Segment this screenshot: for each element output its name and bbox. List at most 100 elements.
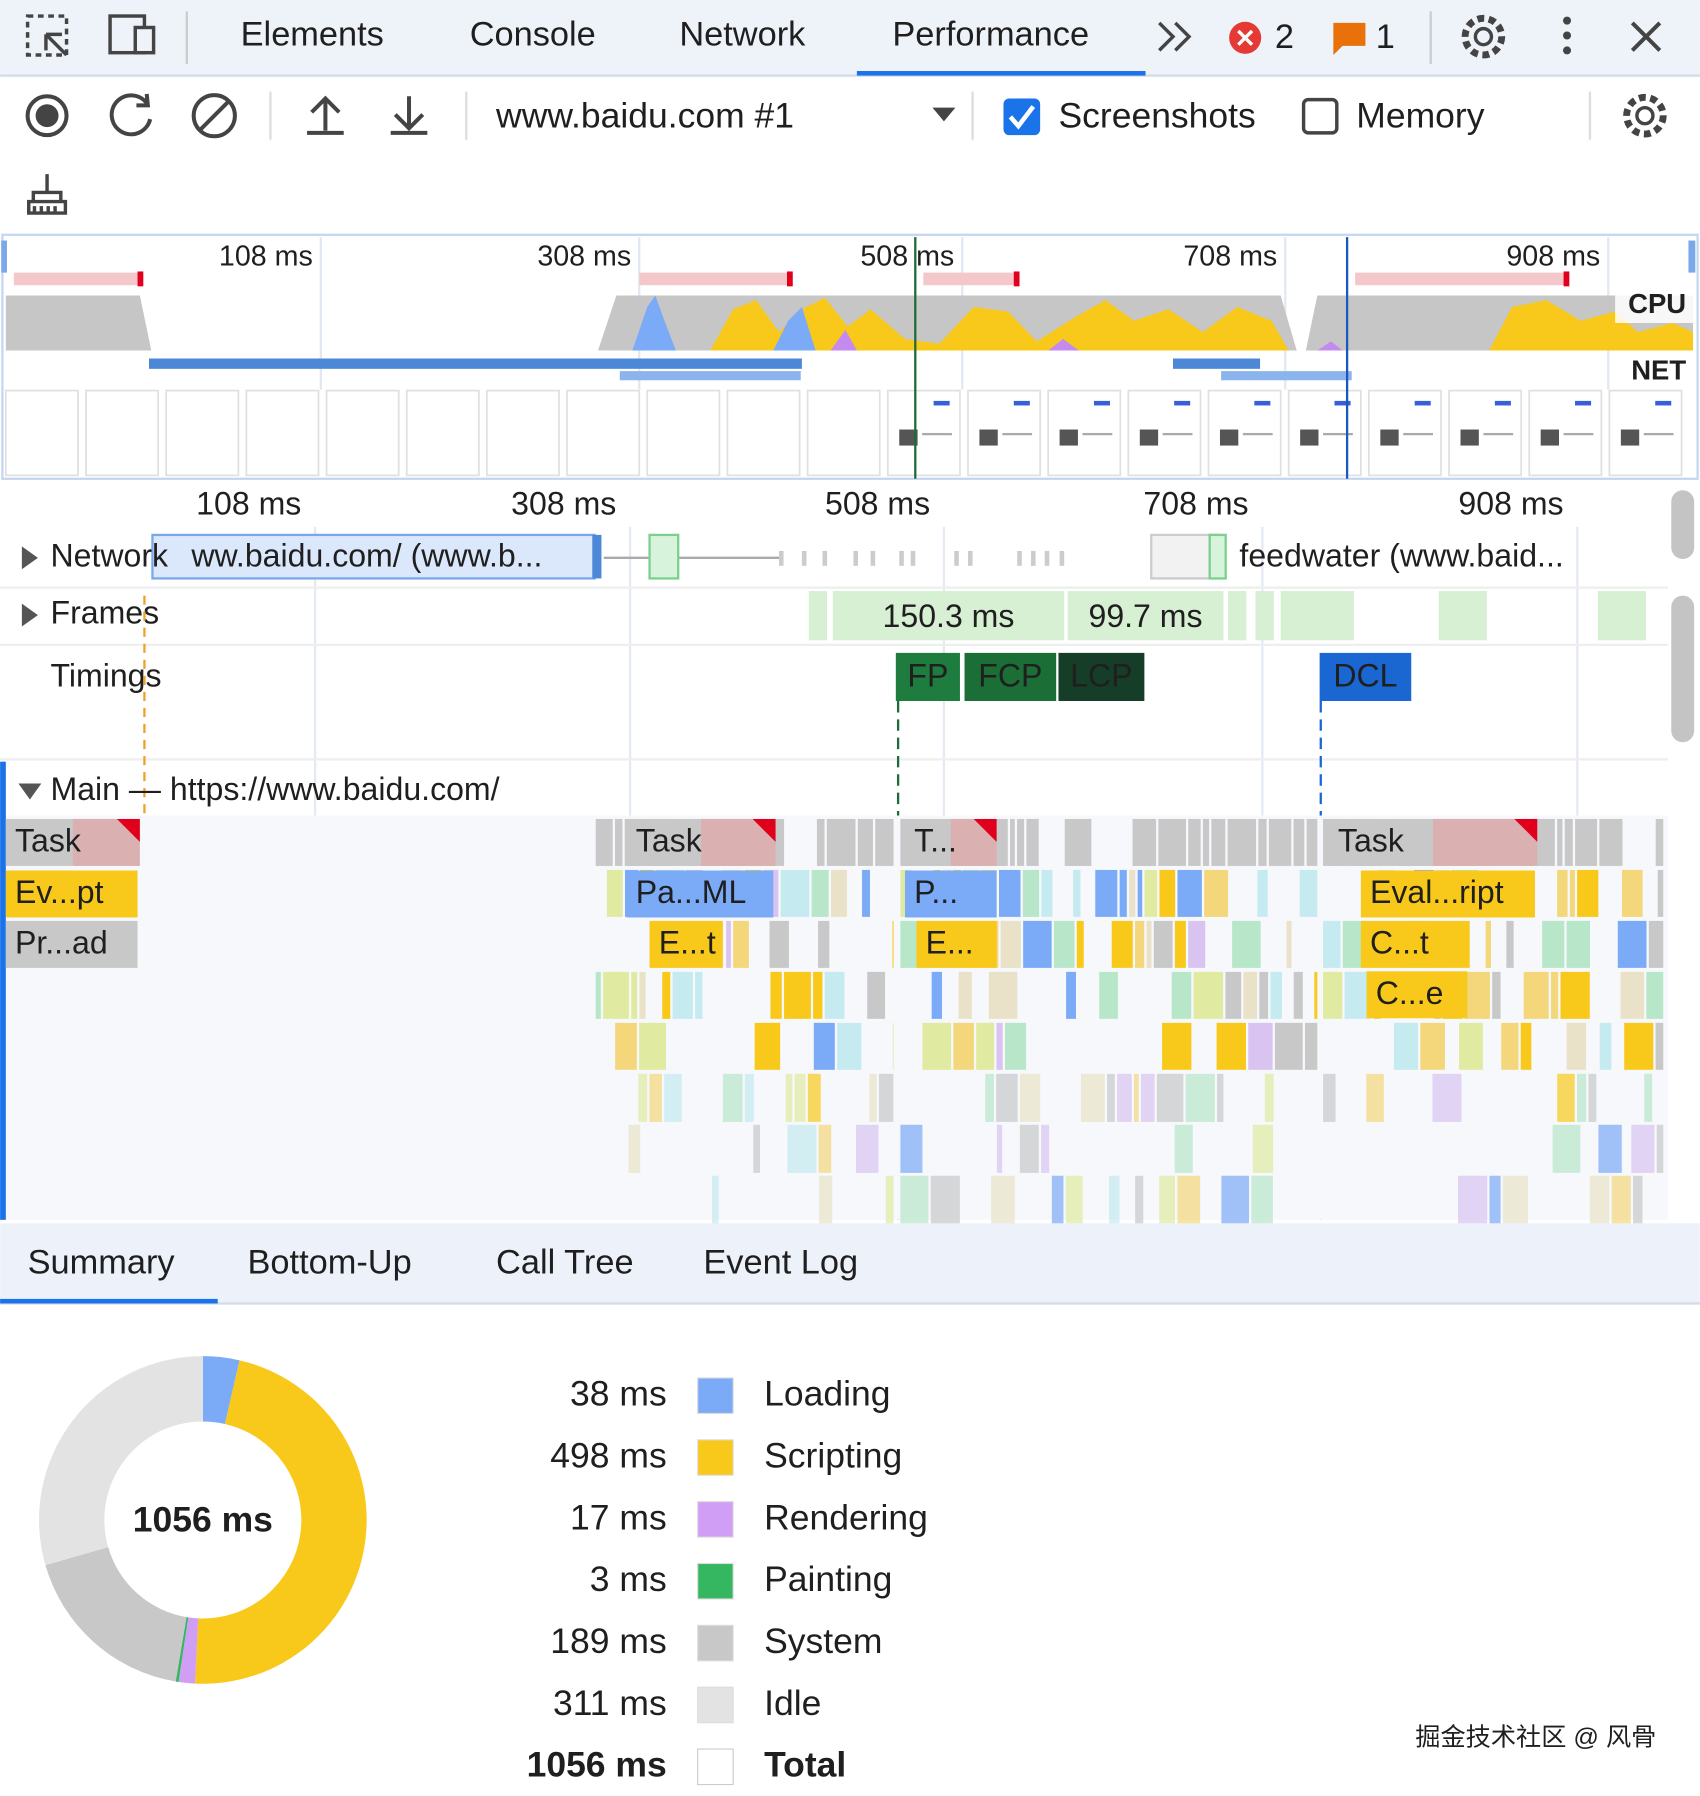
summary-category: Loading [764,1374,890,1414]
flame-slice [1221,1175,1250,1224]
network-request[interactable] [1208,533,1227,580]
scrollbar[interactable] [1671,595,1695,743]
tab[interactable]: Console [470,16,596,54]
flame-entry[interactable] [904,870,997,918]
flame-slice [784,971,811,1019]
recording-dropdown-arrow[interactable] [932,107,956,122]
summary-tab[interactable]: Bottom-Up [248,1244,412,1282]
frame[interactable] [1280,591,1354,641]
flame-slice [991,1175,1015,1224]
flame-slice [1019,1124,1039,1173]
flame-entry[interactable] [5,870,138,918]
warning-icon[interactable] [1333,22,1366,55]
flame-entry[interactable] [1366,971,1468,1019]
frame[interactable] [808,591,828,641]
flame-entry[interactable] [916,920,997,968]
overview-selection-handle [1688,240,1696,273]
collapse-arrow[interactable] [18,783,42,800]
flame-label: T... [914,822,957,858]
frame[interactable] [1067,591,1224,641]
frame[interactable] [832,591,1065,641]
flame-slice [1366,1073,1384,1122]
flame-slice [726,920,731,968]
flame-slice [1076,920,1084,968]
flame-slice [1204,869,1229,917]
long-task-bar [923,272,1020,286]
flame-slice [1227,818,1257,866]
overview-tick: 708 ms [1183,240,1277,272]
flame-slice [1185,1073,1215,1122]
frame[interactable] [1255,591,1274,641]
expand-arrow[interactable] [21,603,38,627]
flame-slice [998,869,1021,917]
reload-button[interactable] [109,93,153,137]
capture-settings-icon[interactable] [1623,93,1667,138]
flame-slice [1117,1073,1132,1122]
frame[interactable] [1438,591,1487,641]
flame-slice [1132,818,1157,866]
screenshot-text [1403,432,1434,436]
ruler-tick: 508 ms [825,486,930,522]
garbage-collect-button[interactable] [27,174,68,215]
summary-swatch [697,1562,734,1600]
flame-entry[interactable] [626,870,774,918]
memory-checkbox[interactable] [1301,97,1339,135]
tab[interactable]: Elements [241,16,384,54]
long-task-flag [1514,818,1538,842]
upload-button[interactable] [307,95,344,135]
screenshots-checkbox[interactable] [1003,98,1041,136]
timing-marker[interactable] [1058,652,1145,701]
ruler-tick: 108 ms [196,486,301,522]
flame-entry[interactable] [1360,870,1535,918]
more-tabs-icon[interactable] [1158,21,1192,52]
donut-segment [202,1356,240,1424]
kebab-icon[interactable] [1563,16,1572,55]
flame-slice [770,971,782,1019]
summary-tab[interactable]: Event Log [703,1244,858,1282]
timing-marker[interactable] [1319,652,1412,701]
network-request[interactable] [151,533,596,580]
tab[interactable]: Network [679,16,806,54]
frame[interactable] [1597,591,1647,641]
download-button[interactable] [390,96,428,135]
inspect-icon[interactable] [25,14,69,57]
flame-label: Pa...ML [636,874,746,910]
flame-slice [1177,1175,1201,1224]
flame-slice [1314,971,1318,1019]
network-tick [822,550,828,566]
record-button[interactable] [25,94,69,138]
flame-slice [1323,1073,1336,1122]
flame-slice [976,1022,995,1070]
network-request[interactable] [648,533,680,580]
flame-entry[interactable] [5,920,138,968]
flame-slice [1286,920,1292,968]
flame-slice [1259,971,1269,1019]
device-icon[interactable] [108,14,156,55]
tab[interactable]: Performance [892,16,1089,54]
flame-slice [892,1022,894,1070]
flame-slice [856,1124,879,1173]
expand-arrow[interactable] [21,546,38,570]
flame-slice [813,971,823,1019]
close-icon[interactable] [1630,21,1662,52]
settings-icon[interactable] [1461,14,1506,59]
frame[interactable] [1227,591,1247,641]
summary-tab[interactable]: Summary [28,1244,176,1282]
network-tick [1030,550,1036,566]
recording-select: www.baidu.com #1 [495,95,794,135]
summary-tab[interactable]: Call Tree [496,1244,634,1282]
screenshot-text [1162,432,1193,436]
timing-marker[interactable] [895,652,960,701]
timing-marker[interactable] [964,652,1057,701]
network-tick [870,550,876,566]
flame-entry[interactable] [1360,920,1470,968]
flame-slice [1022,869,1040,917]
flame-slice [1575,818,1598,866]
flame-slice [1135,1175,1144,1224]
flame-slice [1566,1022,1587,1070]
clear-button[interactable] [191,93,237,139]
scrollbar[interactable] [1671,490,1695,559]
flame-slice [638,1073,648,1122]
active-tab-indicator [856,71,1146,76]
flame-entry[interactable] [649,920,723,968]
